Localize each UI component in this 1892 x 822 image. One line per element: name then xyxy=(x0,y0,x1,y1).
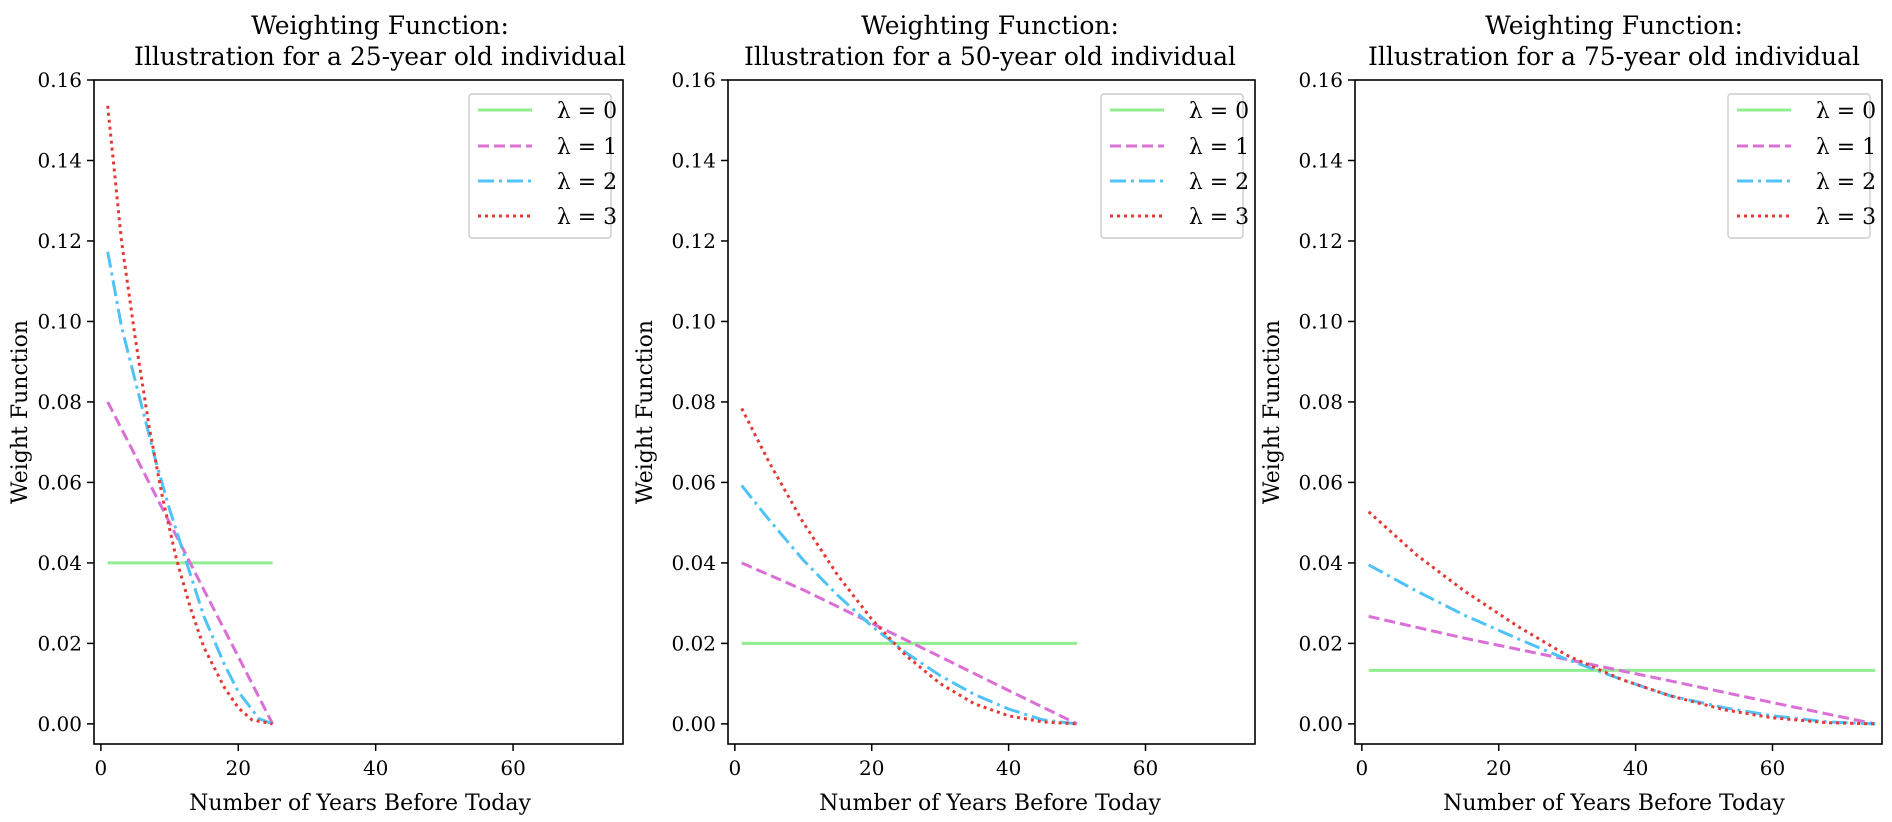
y-tick-label: 0.00 xyxy=(37,712,82,736)
legend-label-lambda2: λ = 2 xyxy=(557,170,617,195)
x-tick-label: 20 xyxy=(859,756,884,780)
legend: λ = 0 λ = 1 λ = 2 λ = 3 xyxy=(468,93,617,239)
legend-label-lambda1: λ = 1 xyxy=(1816,135,1876,160)
chart-panel-25: Weighting Function: Illustration for a 2… xyxy=(8,11,626,816)
chart-title-line1: Weighting Function: xyxy=(861,11,1119,40)
chart-title-line1: Weighting Function: xyxy=(1485,11,1743,40)
x-tick-label: 40 xyxy=(1623,756,1648,780)
legend-label-lambda0: λ = 0 xyxy=(1816,99,1876,124)
x-tick-label: 0 xyxy=(728,756,741,780)
chart-title-line2: Illustration for a 75-year old individua… xyxy=(1368,42,1860,71)
chart-title-line2: Illustration for a 25-year old individua… xyxy=(134,42,626,71)
chart-title-line1: Weighting Function: xyxy=(251,11,509,40)
y-tick-label: 0.02 xyxy=(671,631,716,655)
legend-label-lambda3: λ = 3 xyxy=(1189,205,1249,230)
series-line-lambda2 xyxy=(1367,563,1876,726)
series-line-lambda2 xyxy=(740,484,1078,726)
legend-label-lambda3: λ = 3 xyxy=(1816,205,1876,230)
y-tick-label: 0.02 xyxy=(1298,631,1343,655)
y-tick-label: 0.06 xyxy=(1298,470,1343,494)
y-tick-label: 0.04 xyxy=(1298,551,1343,575)
series-line-lambda2 xyxy=(106,251,274,726)
series-line-lambda1 xyxy=(106,401,274,725)
y-tick-label: 0.08 xyxy=(1298,390,1343,414)
plot-area-frame xyxy=(1354,79,1883,745)
legend: λ = 0 λ = 1 λ = 2 λ = 3 xyxy=(1727,93,1876,239)
y-axis-label: Weight Function xyxy=(8,320,33,504)
legend-label-lambda0: λ = 0 xyxy=(1189,99,1249,124)
y-tick-label: 0.10 xyxy=(671,309,716,333)
y-tick-label: 0.08 xyxy=(37,390,82,414)
legend-label-lambda1: λ = 1 xyxy=(557,135,617,160)
y-tick-label: 0.08 xyxy=(671,390,716,414)
x-tick-label: 0 xyxy=(95,756,108,780)
series-line-lambda1 xyxy=(741,561,1078,726)
series-line-lambda1 xyxy=(1368,614,1876,726)
y-tick-label: 0.00 xyxy=(671,712,716,736)
y-tick-label: 0.16 xyxy=(37,68,82,92)
series-line-lambda3 xyxy=(1367,510,1876,726)
legend-label-lambda2: λ = 2 xyxy=(1189,170,1249,195)
y-tick-label: 0.14 xyxy=(37,148,82,172)
x-tick-label: 40 xyxy=(996,756,1021,780)
y-tick-label: 0.16 xyxy=(1298,68,1343,92)
chart-panel-50: Weighting Function: Illustration for a 5… xyxy=(633,11,1256,816)
series-line-lambda3 xyxy=(106,105,273,726)
x-tick-label: 40 xyxy=(363,756,388,780)
y-tick-label: 0.04 xyxy=(671,551,716,575)
y-tick-label: 0.10 xyxy=(1298,309,1343,333)
x-tick-label: 60 xyxy=(1760,756,1785,780)
x-tick-label: 0 xyxy=(1355,756,1368,780)
chart-panel-75: Weighting Function: Illustration for a 7… xyxy=(1260,11,1883,816)
y-tick-label: 0.12 xyxy=(671,229,716,253)
y-tick-label: 0.12 xyxy=(37,229,82,253)
x-tick-label: 60 xyxy=(1133,756,1158,780)
y-tick-label: 0.10 xyxy=(37,309,82,333)
x-axis-label: Number of Years Before Today xyxy=(189,791,531,816)
y-axis-label: Weight Function xyxy=(633,320,658,504)
legend-label-lambda3: λ = 3 xyxy=(557,205,617,230)
series-line-lambda3 xyxy=(740,407,1078,726)
legend-label-lambda0: λ = 0 xyxy=(557,99,617,124)
chart-title-line2: Illustration for a 50-year old individua… xyxy=(744,42,1236,71)
y-tick-label: 0.06 xyxy=(671,470,716,494)
x-tick-label: 20 xyxy=(226,756,251,780)
legend-label-lambda2: λ = 2 xyxy=(1816,170,1876,195)
y-tick-label: 0.02 xyxy=(37,631,82,655)
y-tick-label: 0.14 xyxy=(671,148,716,172)
x-axis-label: Number of Years Before Today xyxy=(819,791,1161,816)
legend-box xyxy=(468,93,612,239)
y-tick-label: 0.04 xyxy=(37,551,82,575)
x-tick-label: 20 xyxy=(1486,756,1511,780)
x-axis-label: Number of Years Before Today xyxy=(1443,791,1785,816)
legend-box xyxy=(1727,93,1871,239)
legend-label-lambda1: λ = 1 xyxy=(1189,135,1249,160)
legend-box xyxy=(1100,93,1244,239)
y-tick-label: 0.16 xyxy=(671,68,716,92)
y-tick-label: 0.06 xyxy=(37,470,82,494)
plot-area-frame xyxy=(727,79,1256,745)
y-tick-label: 0.00 xyxy=(1298,712,1343,736)
y-tick-label: 0.14 xyxy=(1298,148,1343,172)
y-axis-label: Weight Function xyxy=(1260,320,1285,504)
plot-area-frame xyxy=(93,79,624,745)
legend: λ = 0 λ = 1 λ = 2 λ = 3 xyxy=(1100,93,1249,239)
x-tick-label: 60 xyxy=(500,756,525,780)
y-tick-label: 0.12 xyxy=(1298,229,1343,253)
